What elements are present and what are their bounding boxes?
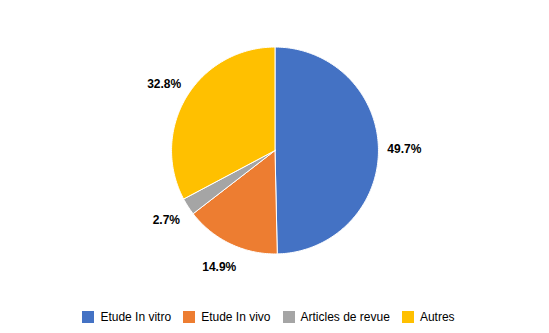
html-text:Articles de revue: Articles de revue xyxy=(300,309,390,324)
svg-text:49.7%: 49.7% xyxy=(387,142,421,156)
html-text:Etude In vitro: Etude In vitro xyxy=(100,309,172,324)
svg-text:2.7%: 2.7% xyxy=(153,213,181,227)
html-text:Etude In vivo: Etude In vivo xyxy=(201,309,271,324)
html-text:Autres: Autres xyxy=(419,309,455,324)
svg-text:32.8%: 32.8% xyxy=(147,77,181,91)
svg-text:14.9%: 14.9% xyxy=(202,260,236,274)
